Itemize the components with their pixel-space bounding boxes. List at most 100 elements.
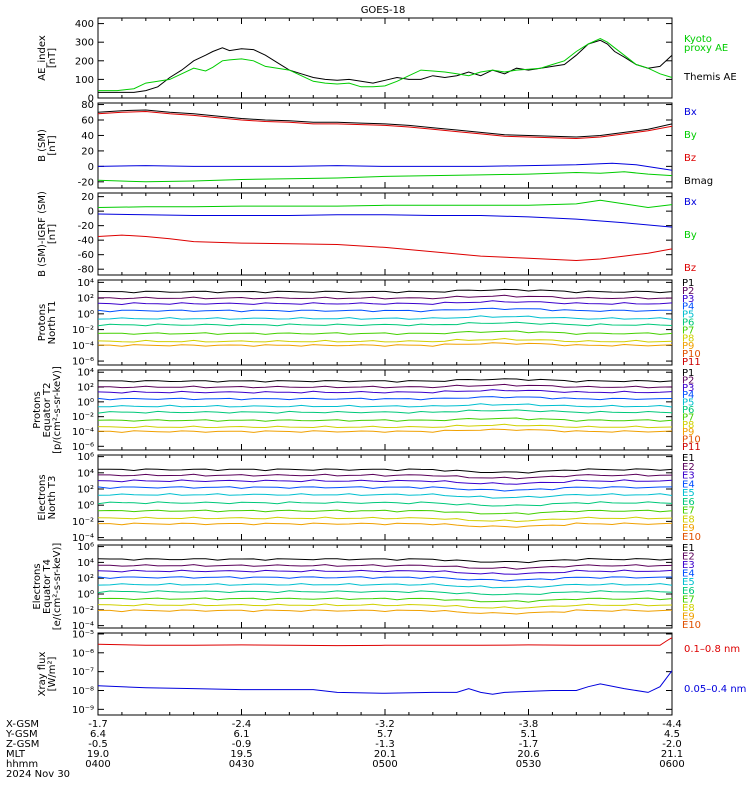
legend-label-electrons_t3: E4 [682,479,695,490]
legend-label-bsm: Bx [684,107,697,118]
y-tick-label-xray: 10⁻⁹ [72,705,94,716]
legend-label-protons_t2: P10 [682,435,701,446]
y-tick-label-bsm: -20 [78,177,94,188]
x-axis-row-value: 20.6 [517,749,539,760]
legend-label-electrons_t4: E3 [682,560,695,571]
legend-label-xray: 0.1–0.8 nm [684,644,740,655]
panel-frame-electrons_t4 [97,544,673,629]
legend-label-electrons_t3: E6 [682,497,695,508]
panel-frame-electrons_t3 [97,454,673,541]
legend-label-ae: proxy AE [684,43,728,54]
legend-label-bigrf: Bz [684,263,696,274]
y-tick-label-bigrf: 0 [88,207,94,218]
x-axis-row-value: -1.7 [88,719,108,730]
y-tick-label-bsm: 80 [81,100,94,111]
legend-label-bigrf: By [684,230,697,241]
y-tick-label-ae: 200 [75,56,94,67]
series-line-bsm-By [97,171,673,183]
legend-label-protons_t2: P4 [682,390,694,401]
legend-label-ae: Themis AE [683,72,737,83]
x-axis-row-value: -2.0 [662,739,682,750]
y-tick-label-electrons_t3: 10⁶ [77,452,94,463]
y-tick-label-electrons_t4: 10⁴ [77,558,94,569]
x-axis-row-value: 0500 [372,759,397,770]
series-line-electrons_t4-E1 [97,557,673,564]
y-tick-label-bsm: 40 [81,131,94,142]
y-tick-label-protons_t2: 10⁻⁴ [72,427,94,438]
x-axis-row-label: hhmm [6,759,38,770]
series-line-electrons_t4-E5 [97,582,673,589]
legend-label-electrons_t4: E10 [682,620,701,631]
y-axis-label-protons_t2: Protons [32,391,43,428]
y-axis-label-xray: Xray flux [37,652,48,697]
legend-label-protons_t2: P3 [682,383,694,394]
series-line-ae-Themis-AE [98,39,673,93]
legend-label-bsm: Bmag [684,176,713,187]
x-axis-row-value: 6.4 [90,729,106,740]
y-axis-label-electrons_t4: Equator T4 [42,559,53,614]
legend-label-protons_t1: P10 [682,349,701,360]
x-axis-row-value: -0.5 [88,739,108,750]
series-line-electrons_t4-E4 [97,576,673,582]
series-line-electrons_t3-E1 [97,468,673,474]
series-line-electrons_t3-E3 [97,479,673,485]
legend-label-electrons_t3: E5 [682,488,695,499]
series-line-protons_t2-P9 [97,428,673,433]
x-axis-row-value: 19.5 [230,749,252,760]
legend-label-electrons_t3: E2 [682,462,695,473]
y-tick-label-xray: 10⁻⁷ [72,667,94,678]
y-tick-label-protons_t2: 10⁻⁶ [72,442,94,453]
legend-label-ae: Kyoto [684,34,712,45]
y-axis-label-ae: AE_index [37,35,48,81]
x-axis-row-value: -2.4 [232,719,252,730]
legend-label-xray: 0.05–0.4 nm [684,684,746,695]
y-tick-label-ae: 400 [75,19,94,30]
series-line-protons_t2-P5 [97,403,673,408]
legend-label-electrons_t3: E9 [682,523,695,534]
legend-label-protons_t1: P4 [682,302,694,313]
legend-label-electrons_t4: E4 [682,569,695,580]
series-line-protons_t2-P8 [97,423,673,429]
y-axis-label-protons_t2: Equator T2 [42,383,53,438]
legend-label-electrons_t4: E9 [682,611,695,622]
y-tick-label-electrons_t4: 10⁰ [77,590,94,601]
y-tick-label-bsm: 60 [81,116,94,127]
series-line-protons_t1-P7 [97,330,673,336]
legend-label-protons_t1: P7 [682,325,694,336]
panel-frame-bsm [97,102,673,189]
legend-label-protons_t2: P11 [682,442,701,453]
series-line-protons_t2-P7 [97,417,673,422]
x-axis-row-value: 19.0 [87,749,109,760]
y-tick-label-bigrf: 20 [81,192,94,203]
series-line-protons_t1-P6 [97,321,673,327]
y-tick-label-protons_t1: 10² [77,294,94,305]
series-line-ae-Kyoto-proxy-AE [98,37,673,92]
x-axis-date: 2024 Nov 30 [6,769,70,780]
legend-label-protons_t1: P8 [682,333,694,344]
legend-label-electrons_t3: E1 [682,453,695,464]
y-tick-label-bsm: 20 [81,146,94,157]
y-tick-label-electrons_t3: 10⁰ [77,501,94,512]
legend-label-electrons_t4: E6 [682,586,695,597]
y-tick-label-bigrf: -60 [78,250,94,261]
series-line-electrons_t4-E8 [97,603,673,609]
legend-label-electrons_t3: E3 [682,471,695,482]
x-axis-row-value: -3.8 [519,719,539,730]
x-axis-row-value: 0600 [659,759,684,770]
x-axis-row-value: 6.1 [234,729,250,740]
series-line-electrons_t3-E6 [97,501,673,507]
y-axis-label-bigrf: B (SM)-IGRF (SM) [37,191,48,277]
y-tick-label-xray: 10⁻⁸ [72,686,94,697]
y-tick-label-xray: 10⁻⁵ [72,629,94,640]
x-axis-row-value: 0400 [85,759,110,770]
x-axis-row-value: -3.2 [375,719,395,730]
legend-label-bsm: By [684,130,697,141]
x-axis-row-value: 21.1 [661,749,683,760]
legend-label-protons_t2: P1 [682,368,694,379]
legend-label-electrons_t4: E8 [682,603,695,614]
series-line-electrons_t4-E6 [97,590,673,596]
y-tick-label-protons_t1: 10⁻⁶ [72,357,94,368]
x-axis-row-label: Z-GSM [6,739,39,750]
y-tick-label-bigrf: -80 [78,265,94,276]
